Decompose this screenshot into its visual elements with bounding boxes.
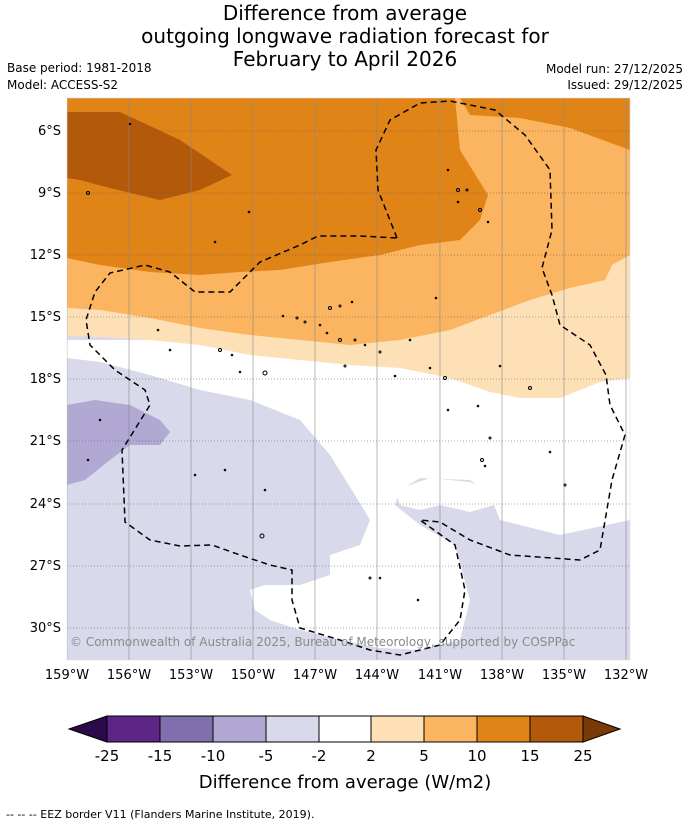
colorbar-tick-label: -25 bbox=[95, 747, 120, 765]
band-10-to-15 bbox=[67, 98, 630, 275]
colorbar: -25 -15 -10 -5 -2 2 5 10 15 25 Differenc… bbox=[67, 715, 622, 793]
model-run-label: Model run: 27/12/2025 bbox=[545, 62, 683, 76]
lat-label: 15°S bbox=[30, 310, 61, 325]
chart-title-line-2: outgoing longwave radiation forecast for bbox=[141, 24, 549, 48]
colorbar-bin bbox=[371, 716, 424, 742]
eez-border-lines bbox=[85, 100, 626, 656]
colorbar-min-arrow bbox=[67, 715, 108, 743]
colorbar-bin bbox=[213, 716, 266, 742]
lon-label: 138°W bbox=[480, 668, 524, 683]
chart-title-line-3: February to April 2026 bbox=[232, 47, 458, 71]
colorbar-title: Difference from average (W/m2) bbox=[199, 772, 491, 793]
lon-label: 153°W bbox=[169, 668, 213, 683]
colorbar-tick-label: -15 bbox=[148, 747, 173, 765]
lon-label: 135°W bbox=[542, 668, 586, 683]
lat-label: 21°S bbox=[30, 434, 61, 449]
colorbar-bin bbox=[107, 716, 160, 742]
lat-label: 30°S bbox=[30, 621, 61, 636]
colorbar-bin bbox=[266, 716, 319, 742]
colorbar-bin bbox=[319, 716, 371, 742]
band-minus2-to-2 bbox=[67, 340, 630, 650]
parallel-gridlines bbox=[67, 130, 630, 629]
lon-label: 147°W bbox=[293, 668, 337, 683]
lon-label: 150°W bbox=[231, 668, 275, 683]
lat-label: 27°S bbox=[30, 559, 61, 574]
colorbar-outline bbox=[106, 715, 584, 743]
lon-label: 141°W bbox=[418, 668, 462, 683]
colorbar-tick-label: 25 bbox=[573, 747, 592, 765]
latitude-labels: 6°S 9°S 12°S 15°S 18°S 21°S 24°S 27°S 30… bbox=[30, 124, 61, 636]
map-frame bbox=[66, 97, 631, 661]
lat-label: 12°S bbox=[30, 248, 61, 263]
eez-border-legend: -- -- -- EEZ border V11 (Flanders Marine… bbox=[6, 808, 315, 821]
band-minus2-to-2-pocket bbox=[395, 478, 494, 512]
colorbar-tick-label: -5 bbox=[259, 747, 274, 765]
colorbar-bin bbox=[424, 716, 477, 742]
colorbar-tick-label: 10 bbox=[467, 747, 486, 765]
copyright-notice: © Commonwealth of Australia 2025, Bureau… bbox=[70, 635, 575, 649]
lon-label: 144°W bbox=[355, 668, 399, 683]
island-outlines bbox=[86, 122, 567, 602]
colorbar-bin bbox=[530, 716, 583, 742]
lat-label: 6°S bbox=[38, 124, 61, 139]
colorbar-tick-label: 2 bbox=[366, 747, 376, 765]
band-minus10-to-minus5 bbox=[67, 400, 170, 485]
map-area: © Commonwealth of Australia 2025, Bureau… bbox=[67, 98, 630, 660]
longitude-labels: 159°W 156°W 153°W 150°W 147°W 144°W 141°… bbox=[45, 668, 648, 683]
colorbar-bin bbox=[477, 716, 530, 742]
colorbar-dividers bbox=[159, 716, 531, 742]
lat-label: 9°S bbox=[38, 186, 61, 201]
lon-label: 132°W bbox=[604, 668, 648, 683]
colorbar-tick-label: -10 bbox=[201, 747, 226, 765]
lon-label: 159°W bbox=[45, 668, 89, 683]
lat-label: 18°S bbox=[30, 372, 61, 387]
lat-label: 24°S bbox=[30, 497, 61, 512]
model-label: Model: ACCESS-S2 bbox=[7, 78, 119, 92]
colorbar-bin bbox=[160, 716, 213, 742]
base-period-label: Base period: 1981-2018 bbox=[7, 61, 152, 75]
chart-title-line-1: Difference from average bbox=[222, 1, 468, 25]
colorbar-tick-label: 15 bbox=[520, 747, 539, 765]
issued-label: Issued: 29/12/2025 bbox=[567, 78, 683, 92]
colorbar-tick-label: 5 bbox=[419, 747, 429, 765]
colorbar-tick-label: -2 bbox=[312, 747, 327, 765]
lon-label: 156°W bbox=[107, 668, 151, 683]
colorbar-max-arrow bbox=[582, 715, 622, 743]
